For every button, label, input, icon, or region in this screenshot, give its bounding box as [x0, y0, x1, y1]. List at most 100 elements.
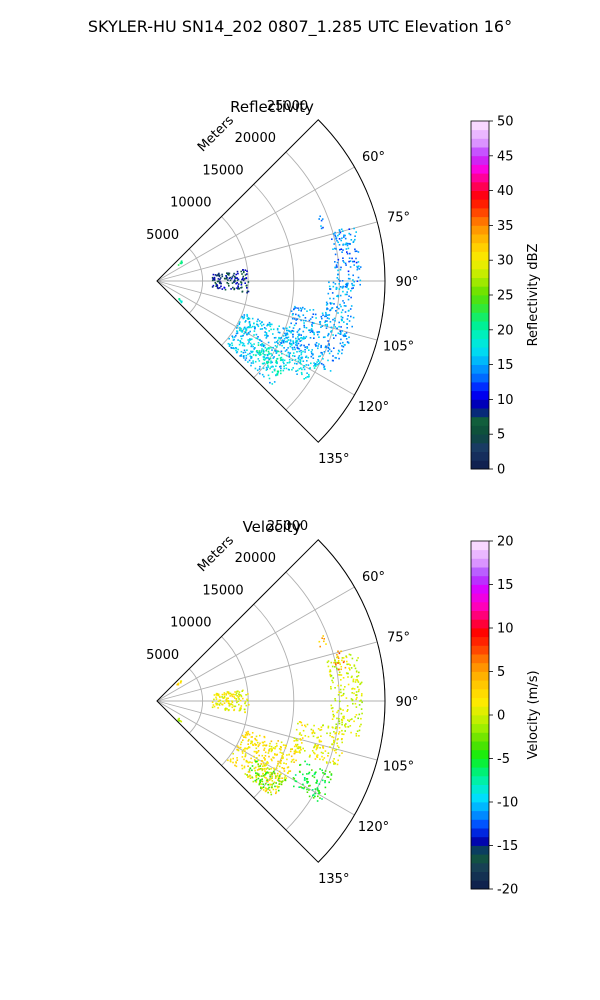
- radar-gate: [240, 335, 242, 338]
- radar-gate: [295, 739, 297, 742]
- radar-gate: [215, 693, 218, 696]
- radar-gate: [234, 705, 237, 708]
- radar-gate: [329, 732, 332, 734]
- radar-gate: [247, 775, 250, 778]
- radar-gate: [357, 251, 360, 253]
- radar-gate: [280, 741, 283, 744]
- radar-gate: [246, 698, 248, 701]
- radar-gate: [354, 238, 356, 241]
- radar-gate: [309, 754, 311, 757]
- radar-gate: [332, 713, 335, 716]
- radar-gate: [244, 274, 247, 276]
- radar-gate: [254, 327, 256, 330]
- radar-gate: [347, 719, 349, 721]
- radar-gate: [255, 760, 257, 763]
- radar-gate: [256, 320, 258, 323]
- radar-gate: [327, 359, 329, 362]
- radar-gate: [359, 283, 361, 286]
- radar-gate: [255, 772, 257, 774]
- radar-gate: [242, 317, 245, 320]
- radar-gate: [333, 337, 335, 339]
- radar-gate: [334, 659, 336, 662]
- radar-gate: [344, 730, 346, 732]
- radar-gate: [302, 729, 305, 732]
- colorbar-tick-label: -10: [497, 796, 518, 811]
- radar-gate: [255, 781, 258, 783]
- radar-gate: [335, 334, 337, 337]
- radar-gate: [337, 295, 340, 298]
- radar-gate: [265, 773, 267, 775]
- colorbar-segment: [471, 741, 489, 751]
- radar-gate: [282, 753, 284, 756]
- radar-gate: [310, 362, 312, 365]
- radar-gate: [229, 692, 231, 695]
- radar-gate: [236, 757, 238, 759]
- radar-gate: [304, 346, 306, 348]
- radar-gate: [300, 362, 302, 365]
- radar-gate: [324, 781, 326, 784]
- radar-gate: [238, 709, 241, 712]
- radar-gate: [334, 698, 336, 700]
- radar-gate: [177, 264, 180, 266]
- radar-gate: [333, 741, 335, 744]
- radar-gate: [298, 368, 301, 370]
- radar-gate: [232, 347, 235, 349]
- radar-gate: [266, 767, 269, 769]
- radar-gate: [334, 727, 337, 730]
- radar-gate: [231, 282, 234, 284]
- radar-gate: [345, 697, 348, 699]
- radar-gate: [312, 735, 315, 738]
- radar-gate: [277, 331, 280, 334]
- radar-gate: [288, 770, 290, 773]
- radar-gate: [348, 720, 350, 722]
- radar-gate: [301, 737, 304, 739]
- radar-gate: [334, 261, 336, 263]
- radar-gate: [241, 690, 243, 692]
- radar-gate: [341, 330, 343, 332]
- radar-gate: [271, 777, 273, 779]
- radar-gate: [221, 288, 224, 290]
- radar-gate: [211, 701, 214, 703]
- radar-gate: [342, 249, 344, 251]
- radar-gate: [352, 687, 354, 690]
- radar-gate: [298, 338, 300, 340]
- radar-gate: [235, 273, 237, 276]
- radar-gate: [311, 769, 313, 771]
- colorbar-segment: [471, 549, 489, 559]
- radar-gate: [301, 742, 303, 744]
- radar-gate: [236, 277, 238, 279]
- radar-gate: [340, 674, 343, 676]
- radar-gate: [292, 352, 295, 354]
- radar-gate: [277, 350, 280, 353]
- radar-gate: [361, 693, 363, 695]
- radar-gate: [327, 776, 330, 778]
- radar-gate: [327, 314, 329, 316]
- radar-gate: [337, 709, 340, 712]
- radar-gate: [306, 782, 309, 784]
- radar-gate: [283, 338, 286, 340]
- radar-gate: [226, 708, 228, 710]
- colorbar-tick-label: -20: [497, 883, 518, 898]
- radar-gate: [355, 706, 358, 708]
- radar-gate: [223, 286, 225, 289]
- radar-gate: [310, 351, 313, 353]
- radar-gate: [346, 285, 348, 287]
- radar-gate: [248, 703, 250, 706]
- radar-gate: [219, 287, 221, 289]
- radar-gate: [332, 355, 334, 357]
- radar-gate: [242, 275, 245, 278]
- radar-gate: [236, 279, 239, 281]
- radar-gate: [256, 369, 259, 372]
- radar-gate: [310, 328, 313, 330]
- radar-gate: [326, 308, 329, 310]
- radar-gate: [354, 248, 356, 251]
- radar-gate: [265, 768, 268, 770]
- radar-gate: [334, 732, 337, 735]
- radar-gate: [251, 741, 253, 744]
- radar-gate: [272, 770, 275, 773]
- radar-gate: [337, 273, 339, 276]
- radar-gate: [321, 769, 323, 772]
- radar-gate: [245, 354, 248, 357]
- radar-gate: [256, 751, 259, 753]
- radar-gate: [238, 329, 241, 332]
